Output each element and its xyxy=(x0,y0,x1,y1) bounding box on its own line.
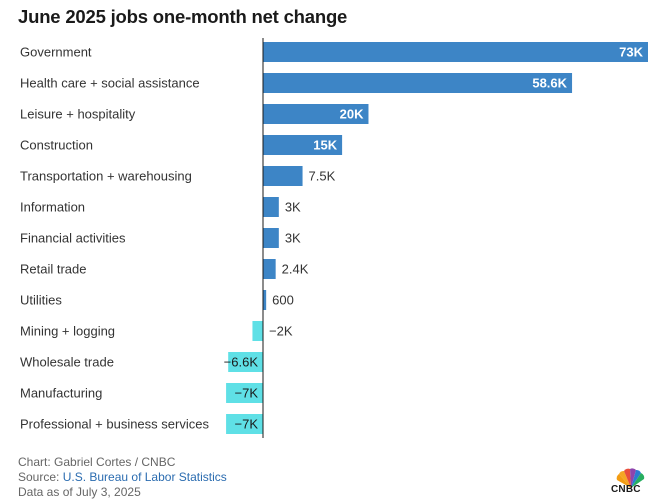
bar xyxy=(263,290,267,310)
value-label: −6.6K xyxy=(224,355,259,370)
category-label: Retail trade xyxy=(20,262,86,277)
chart-footer: Chart: Gabriel Cortes / CNBC Source: U.S… xyxy=(18,455,227,500)
value-label: 2.4K xyxy=(282,262,309,277)
bar-chart: Government 73K Health care + social assist… xyxy=(20,38,648,438)
bar xyxy=(263,259,276,279)
value-label: 58.6K xyxy=(532,76,567,91)
chart-source: Source: U.S. Bureau of Labor Statistics xyxy=(18,470,227,485)
value-label: 3K xyxy=(285,231,301,246)
category-label: Manufacturing xyxy=(20,386,102,401)
category-label: Leisure + hospitality xyxy=(20,107,136,122)
category-label: Government xyxy=(20,45,92,60)
category-label: Construction xyxy=(20,138,93,153)
category-label: Health care + social assistance xyxy=(20,76,200,91)
category-label: Utilities xyxy=(20,293,62,308)
value-label: −2K xyxy=(269,324,293,339)
data-date-note: Data as of July 3, 2025 xyxy=(18,485,141,499)
bar xyxy=(263,197,279,217)
category-label: Information xyxy=(20,200,85,215)
bar xyxy=(263,104,369,124)
chart-credit: Chart: Gabriel Cortes / CNBC xyxy=(18,455,176,469)
category-label: Transportation + warehousing xyxy=(20,169,192,184)
value-label: 20K xyxy=(340,107,364,122)
bar xyxy=(228,352,263,372)
peacock-logo-icon xyxy=(616,468,645,488)
value-label: 15K xyxy=(313,138,337,153)
value-label: 3K xyxy=(285,200,301,215)
category-label: Financial activities xyxy=(20,231,126,246)
category-label: Wholesale trade xyxy=(20,355,114,370)
bar xyxy=(263,73,573,93)
value-label: −7K xyxy=(235,386,259,401)
value-label: 73K xyxy=(619,45,643,60)
category-label: Professional + business services xyxy=(20,417,209,432)
bar xyxy=(263,228,279,248)
bar xyxy=(226,414,263,434)
source-link[interactable]: U.S. Bureau of Labor Statistics xyxy=(62,470,227,484)
category-label: Mining + logging xyxy=(20,324,115,339)
chart-title: June 2025 jobs one-month net change xyxy=(18,6,348,27)
value-label: −7K xyxy=(235,417,259,432)
bar xyxy=(252,321,263,341)
bar xyxy=(226,383,263,403)
bar xyxy=(263,135,343,155)
value-label: 600 xyxy=(272,293,294,308)
value-label: 7.5K xyxy=(309,169,336,184)
source-prefix: Source: xyxy=(18,470,63,484)
bar xyxy=(263,42,648,62)
bar xyxy=(263,166,303,186)
logo-text: CNBC xyxy=(611,484,641,495)
